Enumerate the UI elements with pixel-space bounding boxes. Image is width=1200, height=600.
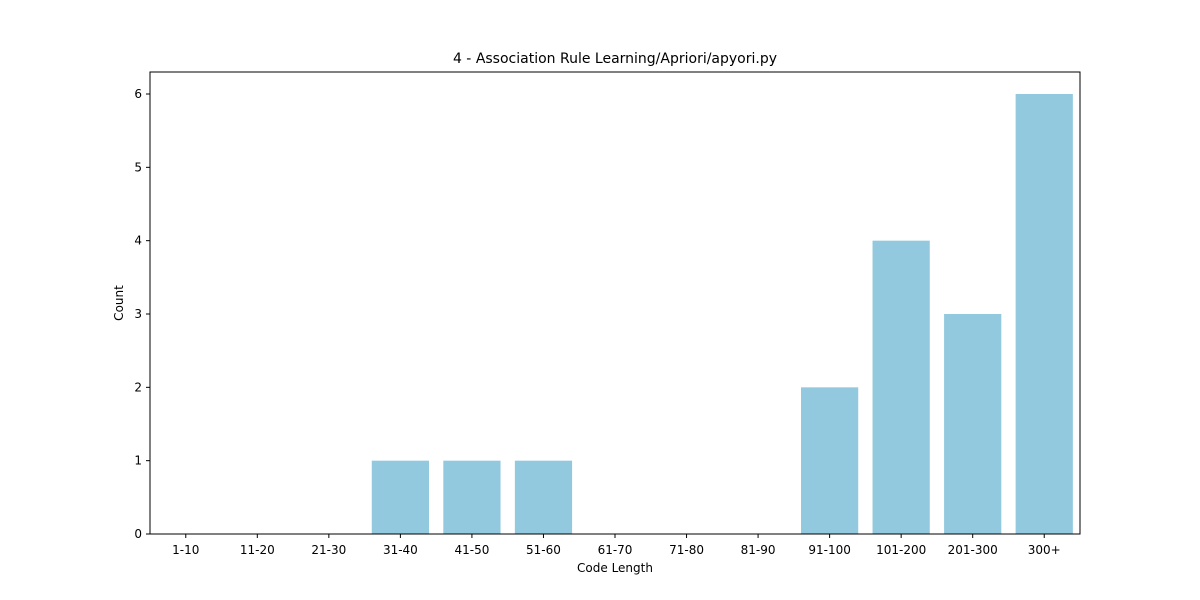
x-axis: 1-10 11-20 21-30 31-40 41-50 51-60 61-70 71-80 8… xyxy=(172,534,1061,557)
y-tick-label: 2 xyxy=(134,380,142,394)
x-axis-title: Code Length xyxy=(577,561,653,575)
y-tick-label: 1 xyxy=(134,454,142,468)
bars-group xyxy=(371,94,1073,535)
bar-101-200 xyxy=(872,240,930,535)
bar-31-40 xyxy=(371,460,429,534)
chart-title: 4 - Association Rule Learning/Apriori/ap… xyxy=(453,51,777,67)
x-tick-label: 101-200 xyxy=(876,543,926,557)
x-tick-label: 201-300 xyxy=(948,543,998,557)
x-tick-label: 51-60 xyxy=(526,543,561,557)
bar-41-50 xyxy=(443,460,501,534)
y-tick-label: 4 xyxy=(134,234,142,248)
x-tick-label: 31-40 xyxy=(383,543,418,557)
y-axis: 0 1 2 3 4 5 6 xyxy=(134,87,150,541)
x-tick-label: 71-80 xyxy=(669,543,704,557)
bar-51-60 xyxy=(514,460,573,534)
y-tick-label: 5 xyxy=(134,160,142,174)
y-axis-title: Count xyxy=(112,285,126,321)
bar-91-100 xyxy=(801,387,859,534)
plot-frame xyxy=(149,71,1081,535)
bar-201-300 xyxy=(944,314,1002,534)
x-tick-label: 61-70 xyxy=(598,543,633,557)
y-tick-label: 3 xyxy=(134,307,142,321)
x-tick-label: 21-30 xyxy=(311,543,346,557)
x-tick-label: 91-100 xyxy=(808,543,851,557)
y-tick-label: 6 xyxy=(134,87,142,101)
x-tick-label: 81-90 xyxy=(741,543,776,557)
y-tick-label: 0 xyxy=(134,527,142,541)
x-tick-label: 300+ xyxy=(1028,543,1061,557)
x-tick-label: 1-10 xyxy=(172,543,199,557)
x-tick-label: 41-50 xyxy=(454,543,489,557)
x-tick-label: 11-20 xyxy=(240,543,275,557)
bar-300+ xyxy=(1015,94,1073,534)
